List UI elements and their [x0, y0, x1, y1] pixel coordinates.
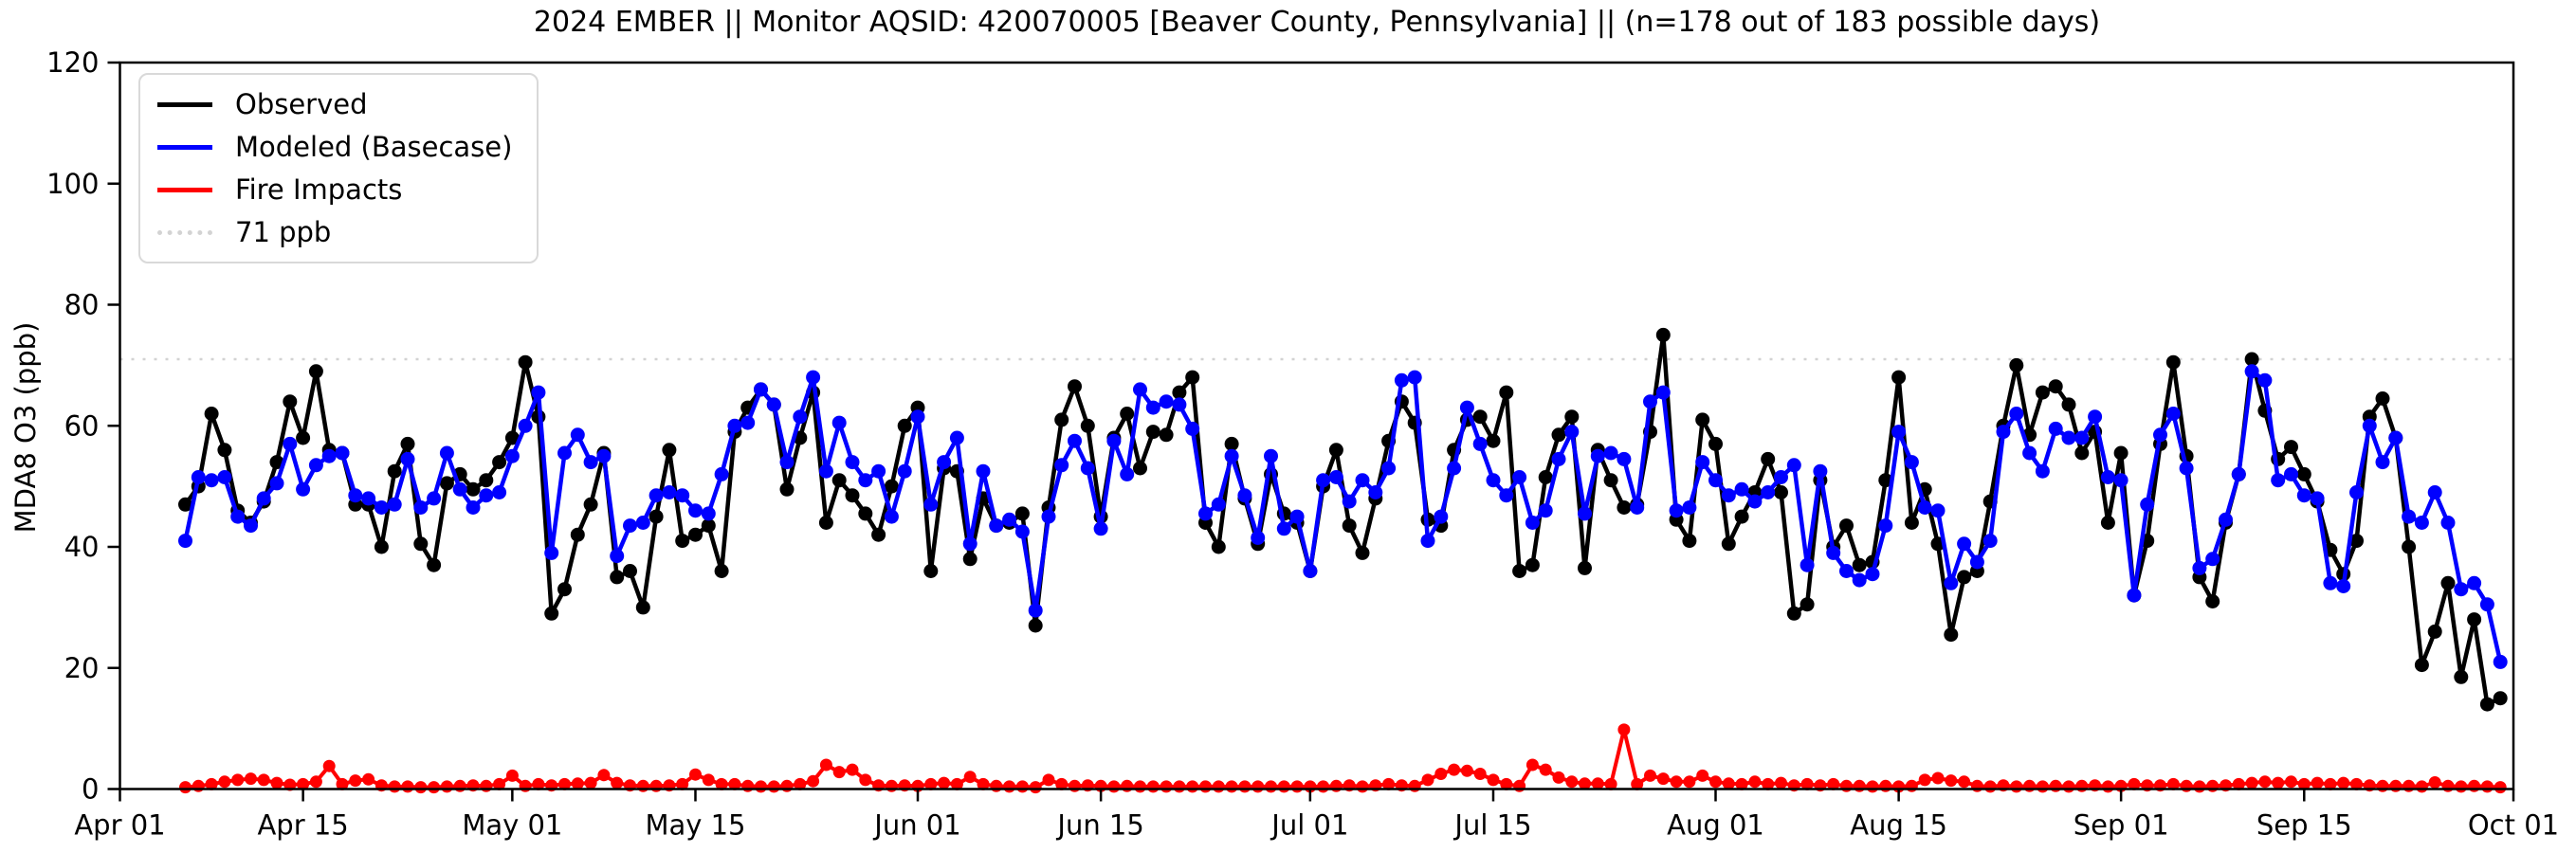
- svg-text:20: 20: [64, 652, 100, 684]
- legend-item-fire: Fire Impacts: [157, 173, 512, 206]
- svg-text:Sep 15: Sep 15: [2256, 809, 2352, 842]
- svg-text:Sep 01: Sep 01: [2074, 809, 2169, 842]
- svg-text:Jul 15: Jul 15: [1452, 809, 1531, 842]
- svg-text:Oct 01: Oct 01: [2468, 809, 2559, 842]
- svg-text:May 01: May 01: [462, 809, 562, 842]
- svg-text:Jun 01: Jun 01: [872, 809, 960, 842]
- series-fire-impacts: [179, 723, 2507, 794]
- series-modeled-basecase-: [178, 364, 2508, 669]
- legend-label: Modeled (Basecase): [235, 131, 513, 163]
- chart-title: 2024 EMBER || Monitor AQSID: 420070005 […: [533, 6, 2101, 39]
- modeled-line-swatch: [157, 144, 212, 150]
- svg-text:60: 60: [64, 409, 100, 442]
- legend-item-threshold: 71 ppb: [157, 216, 512, 248]
- svg-text:80: 80: [64, 289, 100, 321]
- svg-text:Aug 15: Aug 15: [1850, 809, 1947, 842]
- observed-line-swatch: [157, 101, 212, 107]
- svg-text:Aug 01: Aug 01: [1667, 809, 1764, 842]
- svg-text:0: 0: [82, 773, 99, 806]
- y-axis-label: MDA8 O3 (ppb): [9, 321, 42, 534]
- legend: Observed Modeled (Basecase) Fire Impacts…: [138, 73, 539, 263]
- legend-item-observed: Observed: [157, 88, 512, 120]
- svg-text:Jul 01: Jul 01: [1270, 809, 1348, 842]
- svg-text:100: 100: [46, 168, 99, 200]
- svg-text:Apr 15: Apr 15: [257, 809, 348, 842]
- svg-text:Jun 15: Jun 15: [1055, 809, 1143, 842]
- legend-label: 71 ppb: [235, 216, 332, 248]
- legend-label: Observed: [235, 88, 368, 120]
- x-axis: Apr 01 Apr 15 May 01 May 15 Jun 01 Jun 15 Jul …: [74, 789, 2559, 842]
- y-axis: 0 20 40 60 80 100 120: [46, 46, 120, 806]
- svg-text:40: 40: [64, 531, 100, 563]
- threshold-line-swatch: [157, 229, 212, 235]
- legend-item-modeled: Modeled (Basecase): [157, 131, 512, 163]
- svg-text:May 15: May 15: [645, 809, 745, 842]
- svg-text:120: 120: [46, 46, 99, 79]
- fire-line-swatch: [157, 187, 212, 192]
- series-observed: [178, 327, 2508, 712]
- legend-label: Fire Impacts: [235, 173, 403, 206]
- svg-text:Apr 01: Apr 01: [74, 809, 165, 842]
